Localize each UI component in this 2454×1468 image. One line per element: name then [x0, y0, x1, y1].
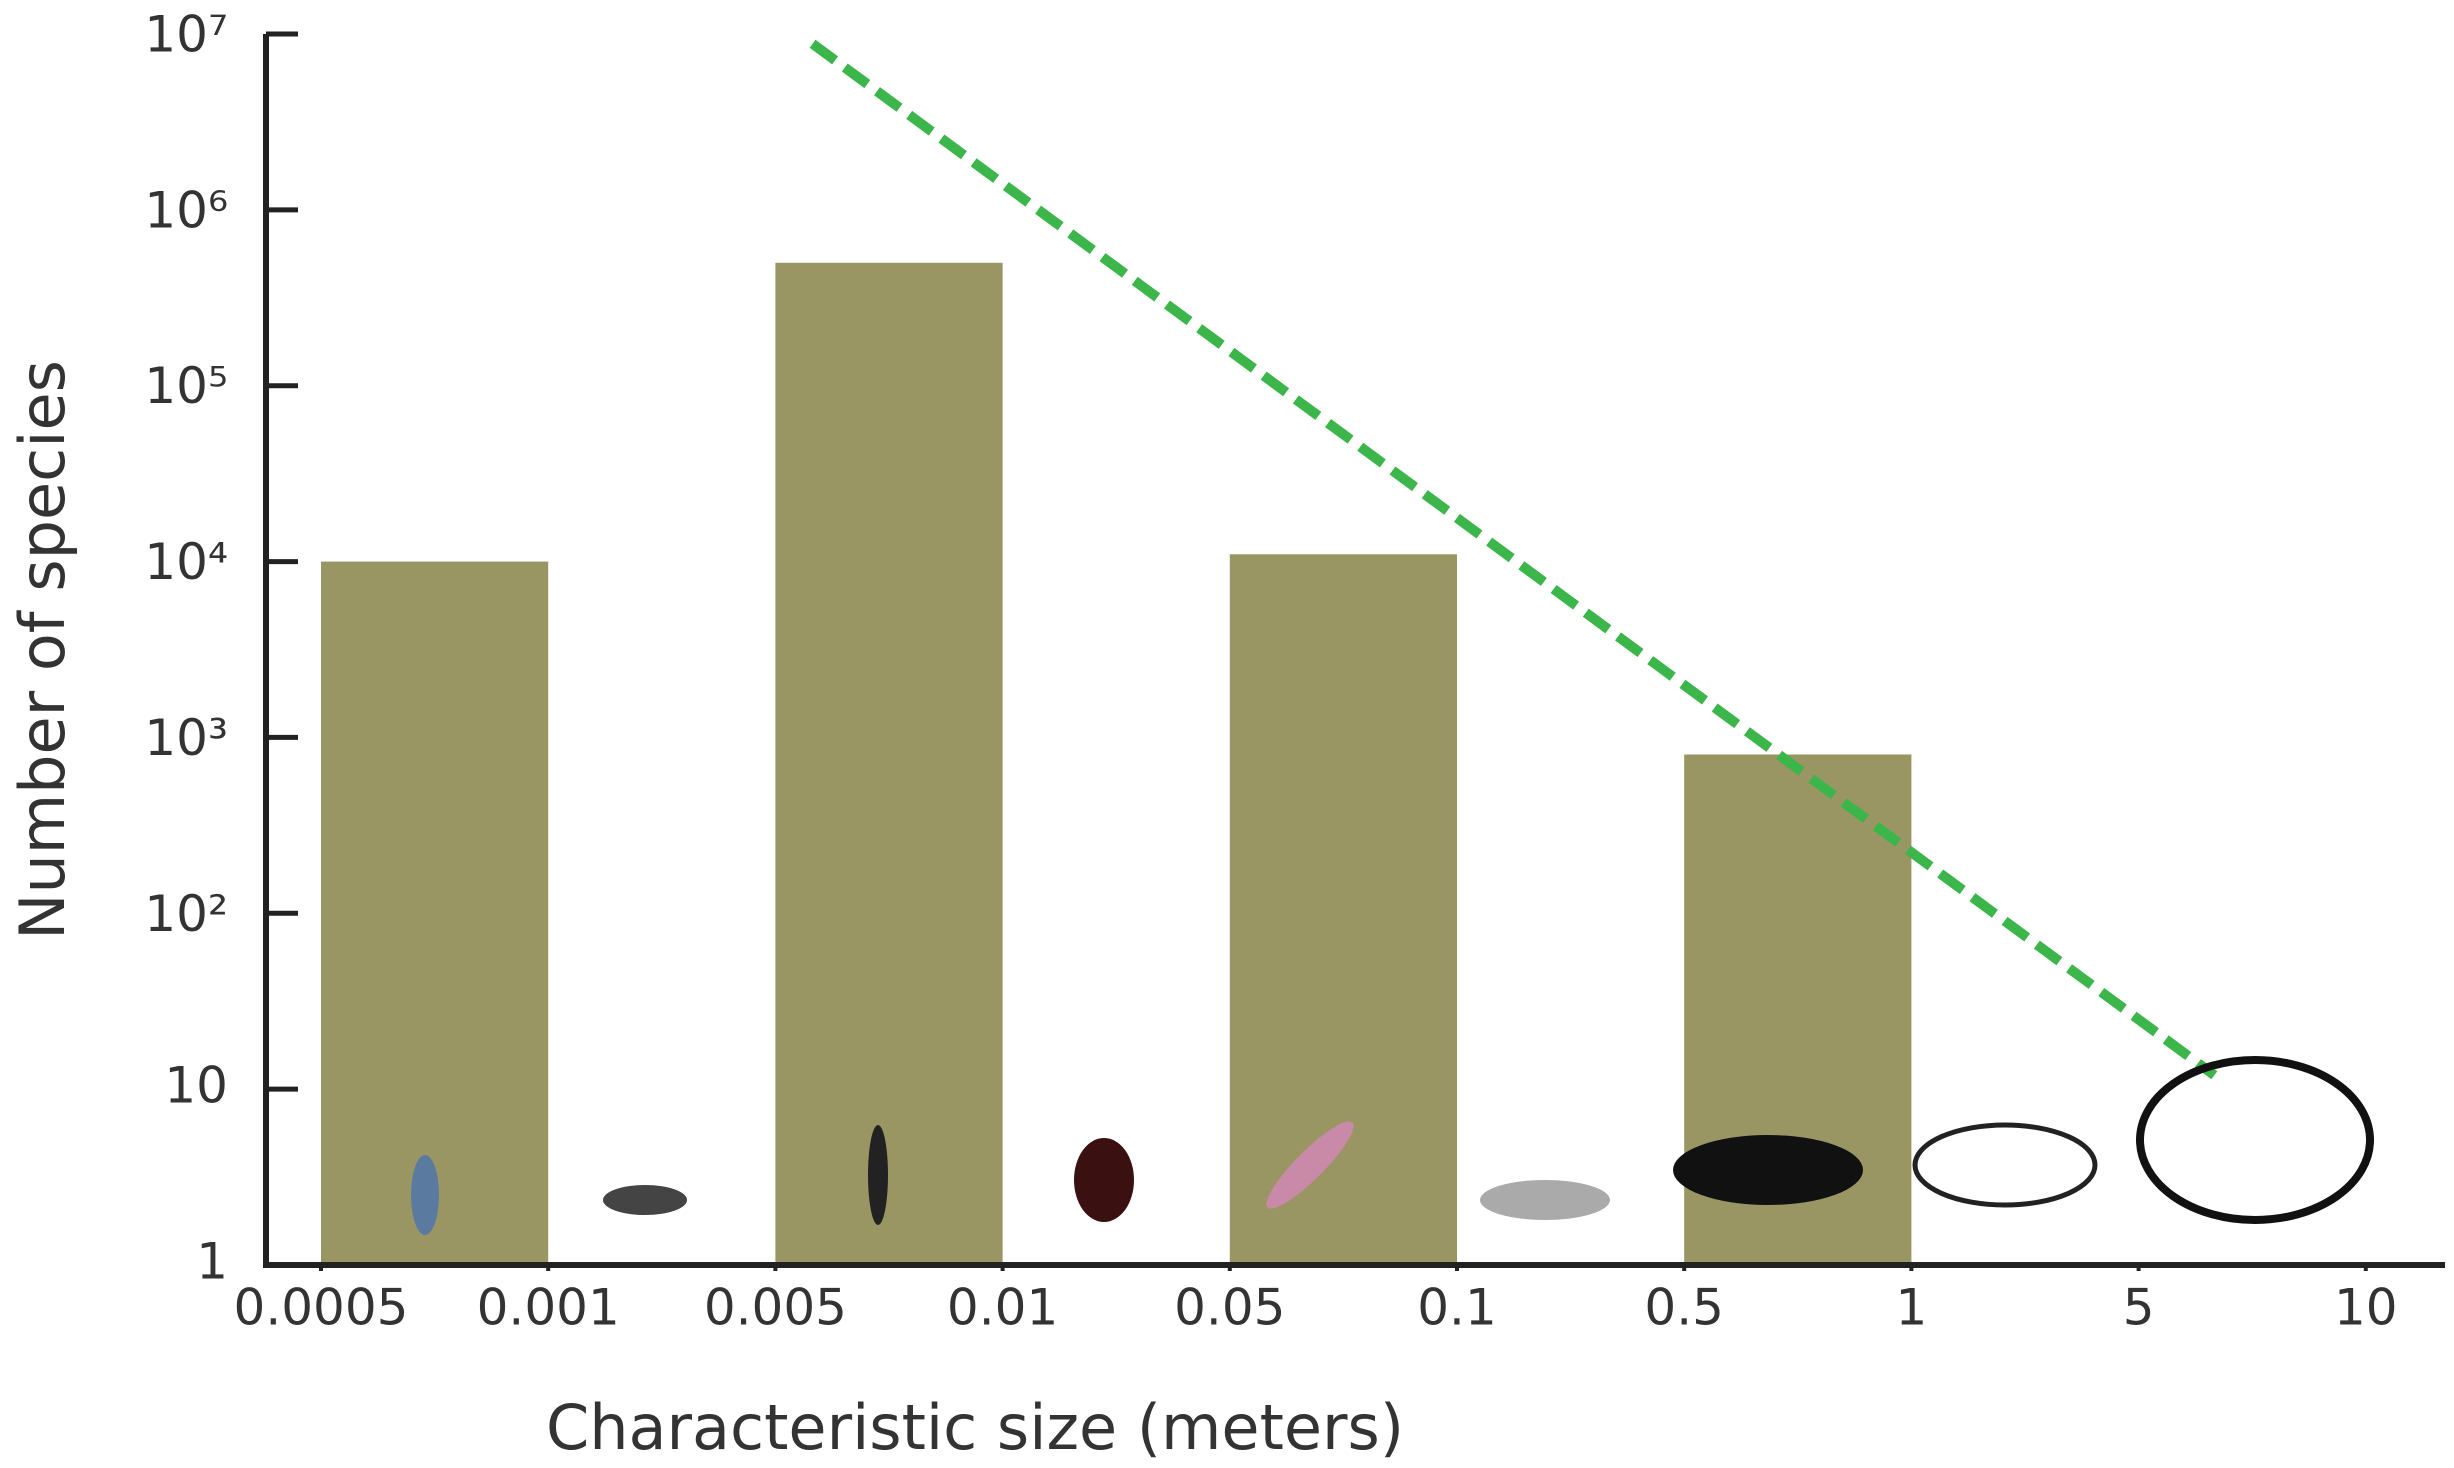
bar — [775, 263, 1002, 1265]
chart: Characteristic size (meters) Number of s… — [0, 0, 2454, 1468]
y-axis-title: Number of species — [6, 360, 79, 940]
icon-ant — [868, 1125, 888, 1225]
x-tick-label: 0.005 — [704, 1279, 847, 1337]
icon-bug — [603, 1185, 687, 1215]
icon-insect — [411, 1155, 439, 1235]
x-axis-title: Characteristic size (meters) — [546, 1391, 1404, 1464]
x-tick-label: 0.01 — [947, 1279, 1058, 1337]
y-tick-label: 10⁵ — [144, 357, 228, 415]
icon-elephant — [2140, 1060, 2370, 1220]
x-tick-label: 1 — [1895, 1279, 1927, 1337]
icon-horse — [1915, 1125, 2095, 1205]
y-tick-label: 10⁶ — [144, 181, 228, 239]
x-tick-label: 0.5 — [1644, 1279, 1724, 1337]
y-tick-label: 10³ — [144, 709, 228, 767]
x-tick-label: 10 — [2334, 1279, 2398, 1337]
trend-line — [813, 44, 2215, 1075]
bar — [1230, 554, 1457, 1265]
y-tick-label: 10 — [164, 1057, 228, 1115]
plot-area: 1 10 10² 10³ 10⁴ 10⁵ 10⁶ 10⁷ 0.0005 0.001 0.005 0.0… — [144, 6, 2445, 1337]
y-tick-label: 1 — [196, 1233, 228, 1291]
icon-rat — [1480, 1180, 1610, 1220]
x-tick-label: 0.0005 — [234, 1279, 409, 1337]
icon-beetle — [1074, 1138, 1134, 1222]
bar — [321, 562, 548, 1265]
icon-fox — [1673, 1135, 1863, 1205]
x-tick-label: 0.05 — [1174, 1279, 1285, 1337]
x-tick-label: 5 — [2123, 1279, 2155, 1337]
x-tick-label: 0.1 — [1417, 1279, 1497, 1337]
x-tick-label: 0.001 — [477, 1279, 620, 1337]
y-tick-label: 10² — [144, 885, 228, 943]
y-tick-label: 10⁴ — [144, 533, 228, 591]
y-tick-label: 10⁷ — [144, 6, 228, 64]
